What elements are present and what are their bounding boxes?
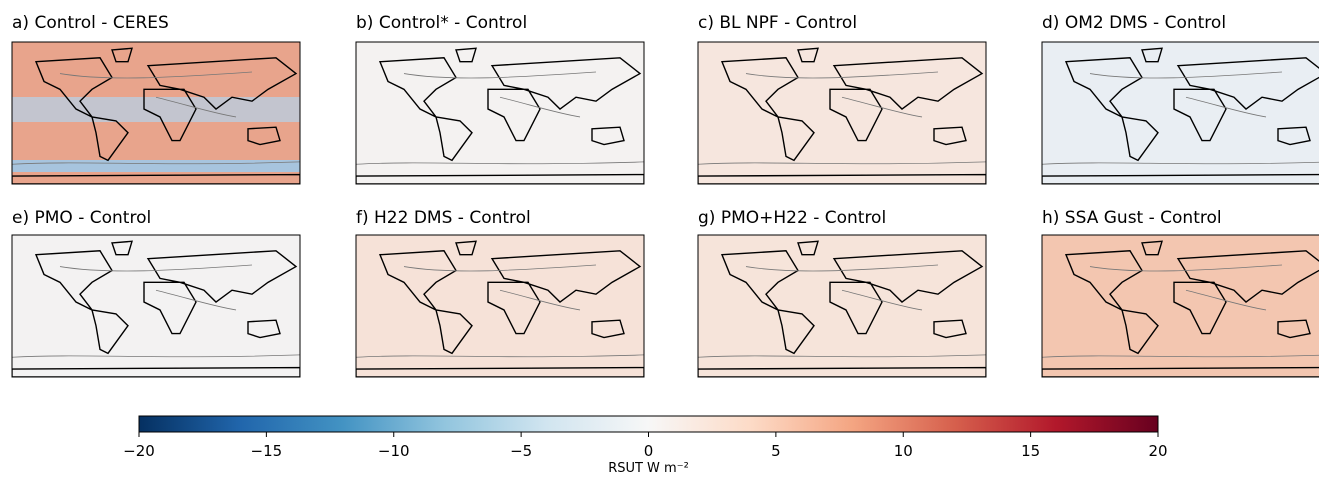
- map-frame: [697, 41, 987, 185]
- colorbar-tick-label: −10: [378, 442, 410, 460]
- panel-title: e) PMO - Control: [12, 208, 151, 228]
- map-frame: [355, 234, 645, 378]
- colorbar-tick-label: −15: [251, 442, 283, 460]
- colorbar-tick-label: 10: [894, 442, 913, 460]
- panel-title: f) H22 DMS - Control: [356, 208, 531, 228]
- panel-title: d) OM2 DMS - Control: [1042, 13, 1226, 33]
- panel-title: g) PMO+H22 - Control: [698, 208, 886, 228]
- colorbar-tick-label: 15: [1021, 442, 1040, 460]
- panel-title: c) BL NPF - Control: [698, 13, 857, 33]
- map-band: [12, 97, 300, 122]
- map-band: [12, 160, 300, 172]
- colorbar-tick-label: −5: [510, 442, 532, 460]
- map-frame: [11, 41, 301, 185]
- colorbar-tick-label: 5: [771, 442, 781, 460]
- map-frame: [355, 41, 645, 185]
- panel-title: h) SSA Gust - Control: [1042, 208, 1222, 228]
- map-frame: [697, 234, 987, 378]
- map-frame: [1041, 234, 1319, 378]
- map-frame: [11, 234, 301, 378]
- colorbar-label: RSUT W m⁻²: [608, 461, 689, 476]
- colorbar-tick-label: −20: [123, 442, 155, 460]
- map-frame: [1041, 41, 1319, 185]
- colorbar-tick-label: 0: [644, 442, 654, 460]
- colorbar: [138, 415, 1159, 433]
- colorbar-tick-label: 20: [1148, 442, 1167, 460]
- panel-title: a) Control - CERES: [12, 13, 169, 33]
- panel-title: b) Control* - Control: [356, 13, 527, 33]
